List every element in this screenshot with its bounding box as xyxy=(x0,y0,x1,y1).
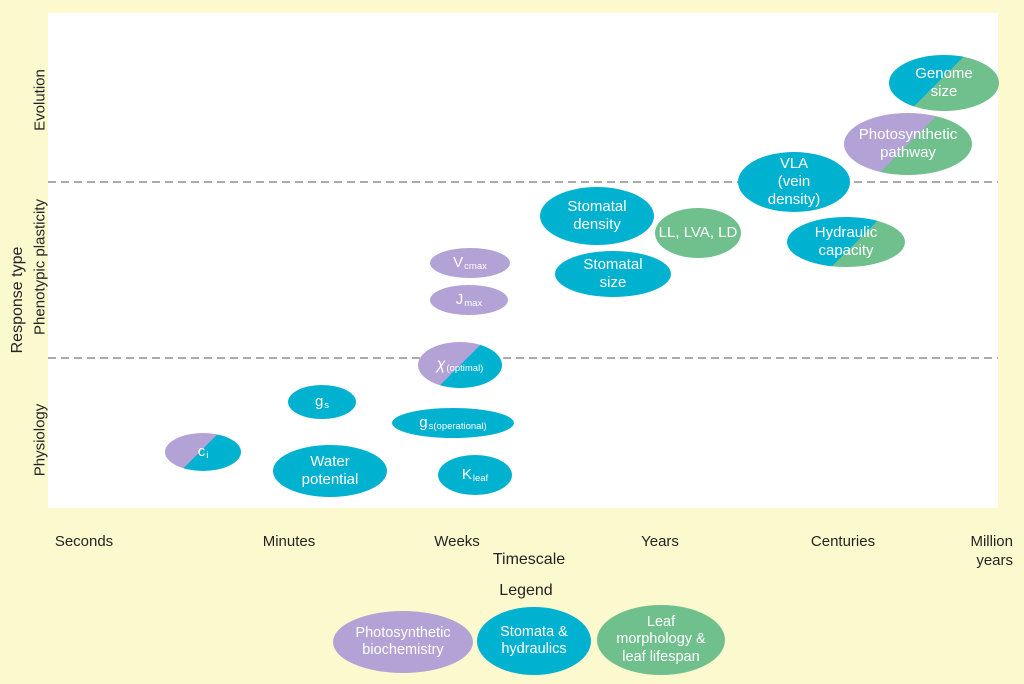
bubble-ll-lva-ld: LL, LVA, LD xyxy=(655,208,741,258)
bubble-stomatal-density: Stomatal density xyxy=(540,187,654,245)
x-tick-seconds: Seconds xyxy=(54,533,114,550)
legend-item-photosynthetic-biochemistry: Photosynthetic biochemistry xyxy=(333,611,473,673)
jmax-subscript: max xyxy=(464,298,483,310)
ci-subscript: i xyxy=(206,450,209,462)
dashed-line-evolution-plasticity xyxy=(48,181,998,183)
x-tick-years: Years xyxy=(641,533,679,550)
legend-title: Legend xyxy=(499,582,553,599)
jmax-symbol: J xyxy=(455,291,464,309)
y-category-physiology: Physiology xyxy=(31,403,49,477)
x-tick-weeks: Weeks xyxy=(434,533,480,550)
x-axis-title: Timescale xyxy=(492,551,566,568)
y-axis-title: Response type xyxy=(9,246,26,354)
bubble-photosynthetic-pathway: Photosynthetic pathway xyxy=(844,113,972,175)
y-category-phenotypic-plasticity: Phenotypic plasticity xyxy=(31,199,49,335)
gs-symbol: g xyxy=(314,393,324,411)
bubble-hydraulic-capacity: Hydraulic capacity xyxy=(787,217,905,267)
kleaf-subscript: leaf xyxy=(472,473,489,485)
vcmax-symbol: V xyxy=(453,254,464,272)
x-tick-million-years: Million years xyxy=(970,533,1013,569)
dashed-line-plasticity-physiology xyxy=(48,357,998,359)
x-tick-centuries: Centuries xyxy=(810,533,876,550)
bubble-genome-size: Genome size xyxy=(889,55,999,111)
gs-operational-subscript: s(operational) xyxy=(428,421,487,433)
chi-symbol: χ xyxy=(436,355,446,373)
chi-subscript: (optimal) xyxy=(446,363,484,375)
ci-symbol: c xyxy=(197,443,206,461)
gs-subscript: s xyxy=(324,400,330,412)
y-category-evolution: Evolution xyxy=(31,69,49,131)
legend-item-stomata-hydraulics: Stomata & hydraulics xyxy=(477,607,591,675)
kleaf-symbol: K xyxy=(461,466,472,484)
vcmax-subscript: cmax xyxy=(464,261,487,273)
gs-operational-symbol: g xyxy=(419,414,428,432)
bubble-water-potential: Water potential xyxy=(273,445,387,497)
x-tick-minutes: Minutes xyxy=(262,533,316,550)
legend-item-leaf-morphology-lifespan: Leaf morphology & leaf lifespan xyxy=(597,605,725,675)
bubble-gs-operational: g s(operational) xyxy=(392,408,514,438)
bubble-stomatal-size: Stomatal size xyxy=(555,251,671,297)
bubble-chi-optimal: χ (optimal) xyxy=(418,342,502,388)
bubble-vla-vein-density: VLA (vein density) xyxy=(738,152,850,212)
